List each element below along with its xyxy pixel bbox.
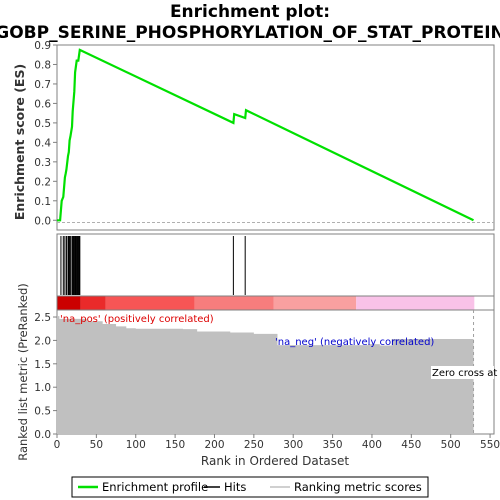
metric-y-tick-label: 2.5 — [34, 312, 51, 324]
heatmap-segment — [273, 296, 357, 310]
x-axis: 0 50 100 150 200 250 300 350 400 450 500 550 — [54, 434, 500, 451]
x-tick-label: 400 — [362, 439, 382, 451]
heatmap-segment — [356, 296, 475, 310]
es-y-axis: 0.0 0.1 0.2 0.3 0.4 0.5 0.6 0.7 0.8 0.9 — [34, 40, 57, 227]
legend-label-ranking-metric: Ranking metric scores — [294, 480, 422, 494]
x-tick-label: 550 — [480, 439, 500, 451]
metric-panel: 0.0 0.5 1.0 1.5 2.0 2.5 0 50 100 150 200 250 300 350… — [16, 283, 500, 468]
hits-frame — [56, 233, 495, 297]
rank-heatmap — [57, 296, 475, 310]
x-axis-title: Rank in Ordered Dataset — [201, 454, 349, 468]
x-tick-label: 250 — [244, 439, 264, 451]
es-y-tick-label: 0.0 — [34, 215, 51, 227]
hits-panel — [56, 233, 495, 311]
x-tick-label: 300 — [283, 439, 303, 451]
legend-label-hits: Hits — [224, 480, 246, 494]
chart-subtitle: GOBP_SERINE_PHOSPHORYLATION_OF_STAT_PROT… — [0, 23, 500, 43]
metric-y-axis-title: Ranked list metric (PreRanked) — [16, 283, 30, 461]
es-y-tick-label: 0.2 — [34, 176, 51, 188]
es-y-tick-label: 0.6 — [34, 98, 51, 110]
es-y-axis-title: Enrichment score (ES) — [12, 64, 27, 220]
metric-y-tick-label: 1.5 — [34, 359, 51, 371]
enrichment-profile-line — [57, 48, 474, 222]
es-y-tick-label: 0.1 — [34, 196, 51, 208]
zero-cross-label-bg — [431, 366, 494, 379]
heatmap-segment — [194, 296, 274, 310]
x-tick-label: 50 — [90, 439, 103, 451]
x-tick-label: 150 — [165, 439, 185, 451]
metric-y-tick-label: 1.0 — [34, 382, 51, 394]
x-tick-label: 200 — [204, 439, 224, 451]
hit-marks — [60, 236, 246, 295]
negative-correlation-label: 'na_neg' (negatively correlated) — [275, 337, 434, 348]
legend-box — [71, 476, 429, 498]
chart-title: Enrichment plot: — [170, 2, 330, 22]
es-panel: 0.0 0.1 0.2 0.3 0.4 0.5 0.6 0.7 0.8 0.9 Enrichmen… — [12, 40, 495, 231]
positive-correlation-label: 'na_pos' (positively correlated) — [60, 314, 214, 325]
x-tick-label: 450 — [401, 439, 421, 451]
es-y-tick-label: 0.4 — [34, 137, 51, 149]
es-y-tick-label: 0.8 — [34, 59, 51, 71]
metric-y-tick-label: 0.5 — [34, 406, 51, 418]
x-tick-label: 0 — [54, 439, 61, 451]
zero-cross-label: Zero cross at 529 — [432, 368, 500, 379]
es-y-tick-label: 0.3 — [34, 157, 51, 169]
x-tick-label: 350 — [323, 439, 343, 451]
x-tick-label: 100 — [126, 439, 146, 451]
es-plot-frame — [56, 44, 495, 231]
es-y-tick-label: 0.5 — [34, 118, 51, 130]
metric-y-axis: 0.0 0.5 1.0 1.5 2.0 2.5 — [34, 312, 57, 441]
metric-y-tick-label: 2.0 — [34, 335, 51, 347]
ranking-metric-area — [57, 316, 474, 434]
legend-label-enrichment-profile: Enrichment profile — [102, 480, 208, 494]
heatmap-segment — [105, 296, 195, 310]
metric-y-tick-label: 0.0 — [34, 429, 51, 441]
legend: Enrichment profile Hits Ranking metric s… — [71, 476, 429, 498]
es-y-tick-label: 0.9 — [34, 40, 51, 52]
heatmap-segment — [57, 296, 81, 310]
es-y-tick-label: 0.7 — [34, 79, 51, 91]
heatmap-segment — [80, 296, 106, 310]
x-tick-label: 500 — [441, 439, 461, 451]
